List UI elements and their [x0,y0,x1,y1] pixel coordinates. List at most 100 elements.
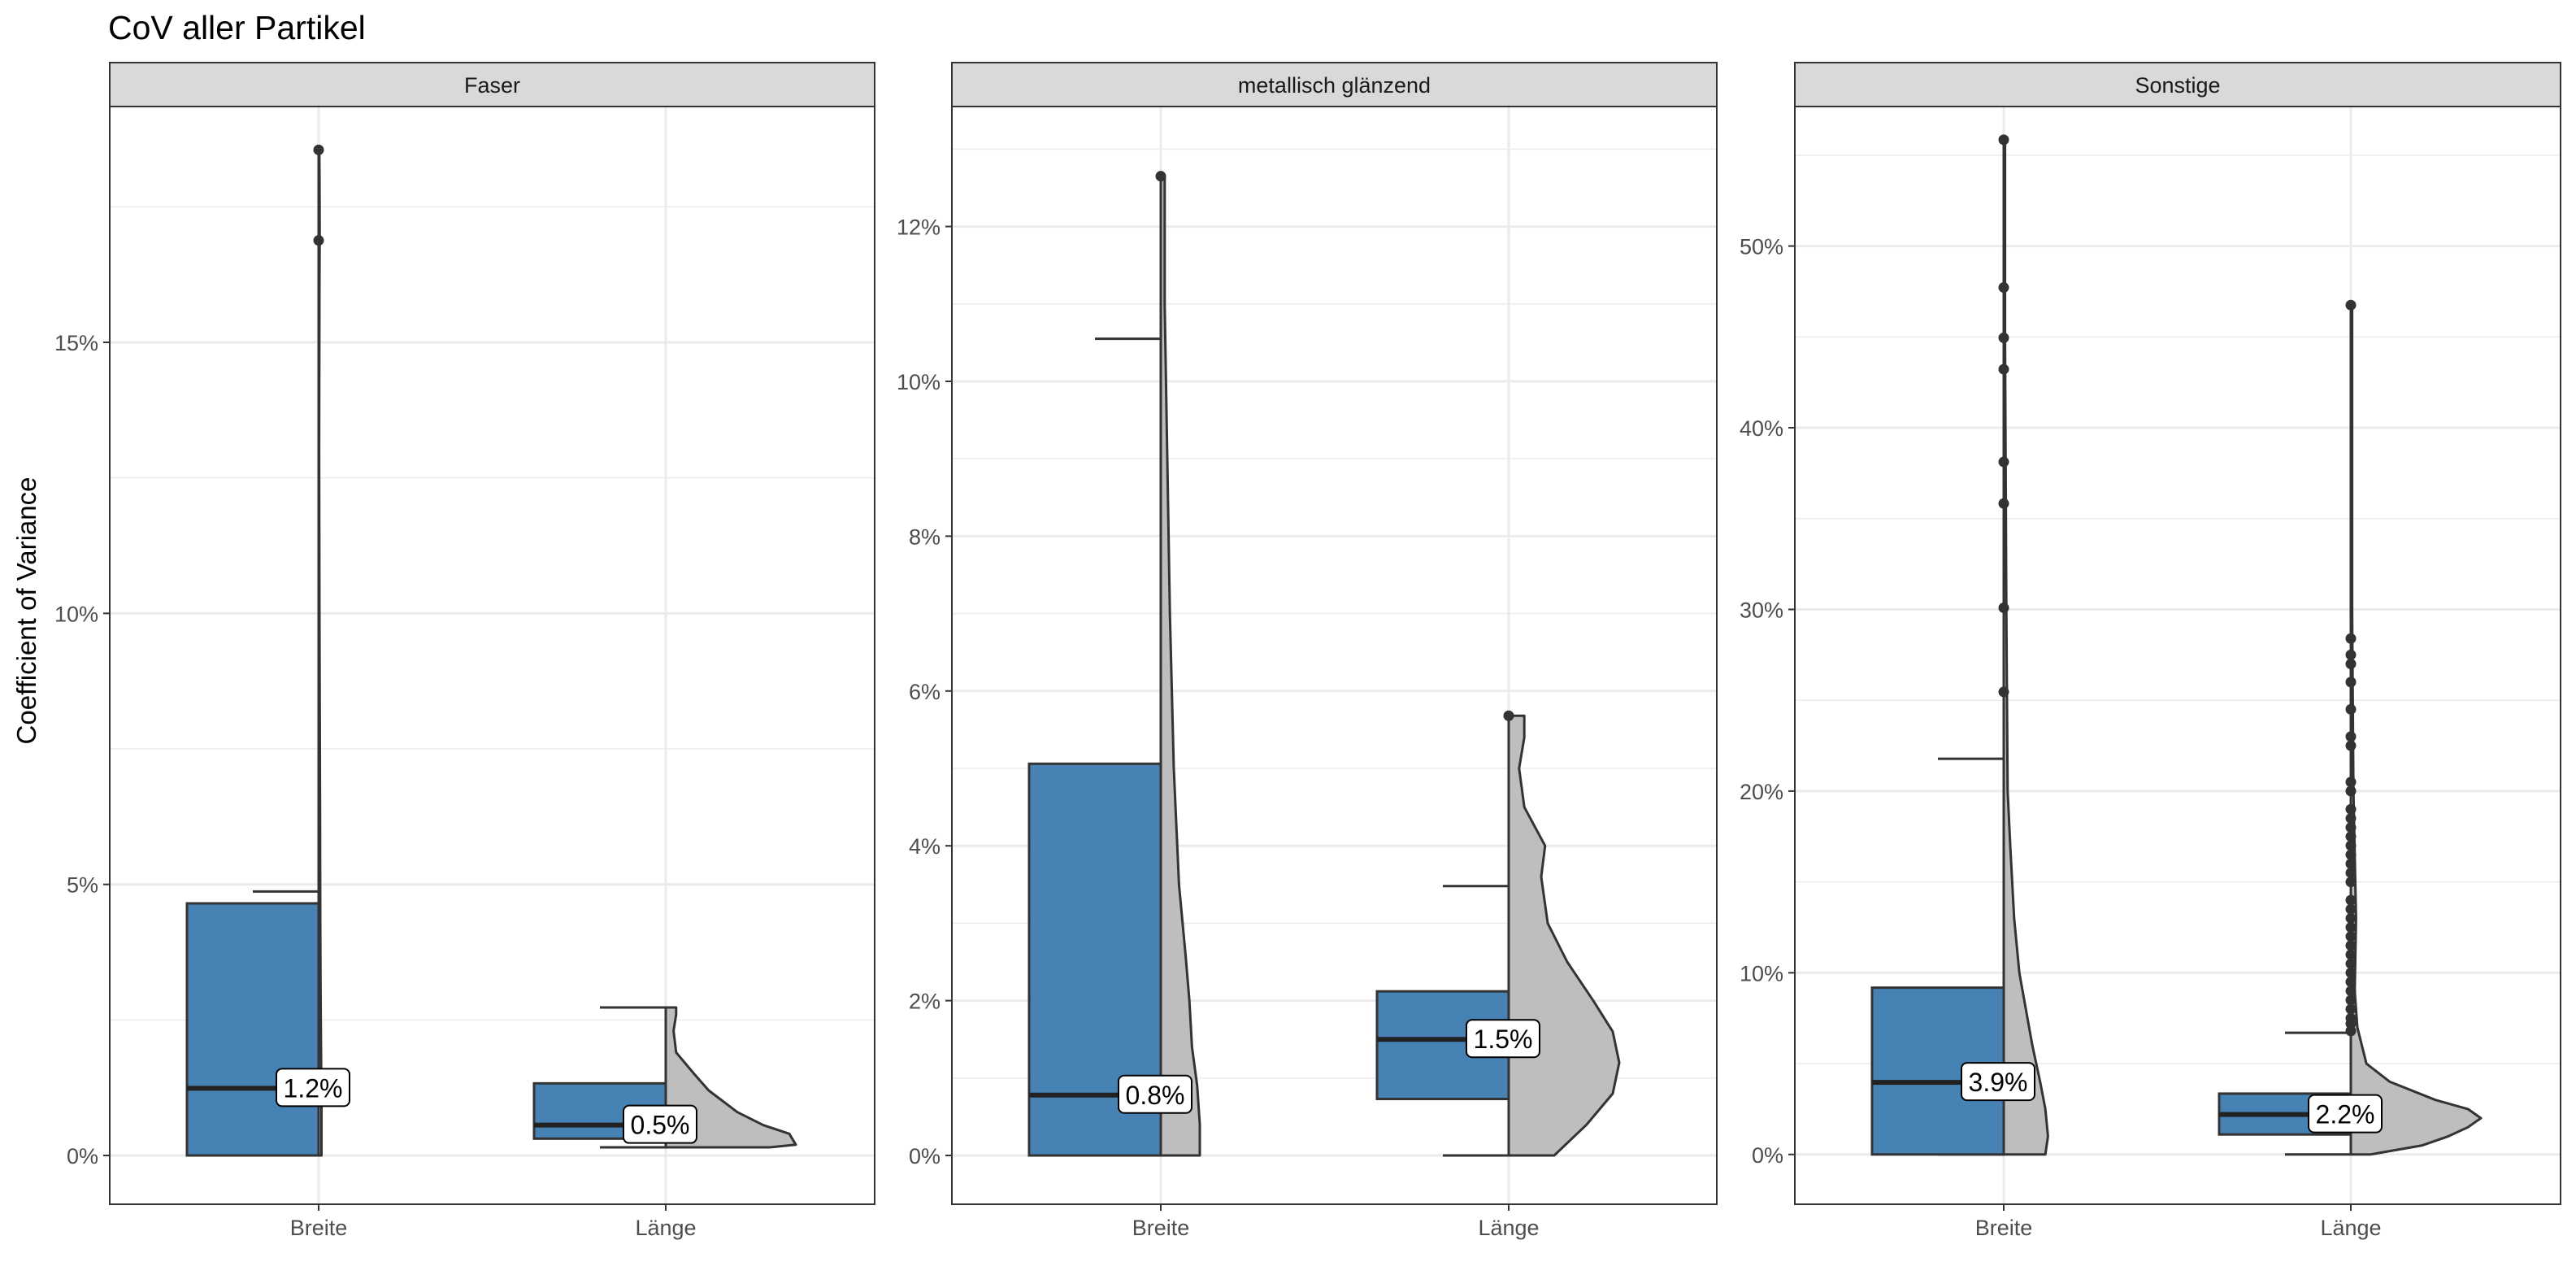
outlier-point [2345,731,2357,742]
y-tick-label: 4% [909,834,940,859]
outlier-point [2345,877,2357,888]
median-label: 3.9% [1969,1068,2028,1097]
outlier-point [2345,903,2357,915]
outlier-point [2345,703,2357,715]
x-tick-label: Breite [1132,1216,1190,1240]
y-tick-label: 40% [1740,416,1783,441]
outlier-point [2345,633,2357,644]
outlier-point [2345,1012,2357,1024]
y-tick-label: 50% [1740,235,1783,259]
outlier-point [1998,134,2009,146]
x-tick-label: Länge [1478,1216,1539,1240]
outlier-point [2345,785,2357,797]
outlier-point [2345,986,2357,997]
outlier-point [2345,849,2357,860]
group-laenge: 0.5% [532,1006,797,1149]
facet-label: Faser [464,73,520,98]
outlier-point [2345,994,2357,1006]
median-label-box [1961,1062,2035,1102]
outlier-point [313,144,324,155]
panel-1: 0% 5% 10% 15% 1.2% Breite 0.5% Länge Faser [54,62,875,1240]
x-tick-label: Länge [2320,1216,2381,1240]
outlier-point [2345,677,2357,688]
group-breite: 1.2% [185,144,350,1157]
y-axis-label: Coefficient of Variance [11,477,41,745]
outlier-point [2345,822,2357,833]
facet-strip [1794,62,2561,107]
x-tick-label: Breite [290,1216,348,1240]
facet-strip [109,62,875,107]
panel-3: 0% 10% 20% 30% 40% 50% 3.9% Breite 2.2% Länge Sons… [1740,62,2561,1240]
y-tick-label: 0% [1752,1143,1783,1168]
outlier-point [2345,649,2357,660]
outlier-point [2345,867,2357,878]
outlier-point [2345,812,2357,824]
group-breite: 0.8% [1027,171,1201,1157]
outlier-point [2345,831,2357,842]
outlier-point [2345,977,2357,988]
median-label: 1.5% [1474,1025,1533,1054]
outlier-point [1998,686,2009,698]
outlier-point [1998,456,2009,468]
median-label-box [2308,1094,2383,1134]
median-label: 0.5% [631,1111,690,1140]
y-tick-label: 10% [1740,961,1783,986]
x-tick-label: Länge [635,1216,696,1240]
group-breite: 3.9% [1870,134,2049,1156]
outlier-point [2345,921,2357,933]
median-label: 1.2% [284,1073,343,1103]
outlier-point [2345,931,2357,942]
group-laenge: 2.2% [2218,299,2483,1156]
box [1027,762,1162,1157]
outlier-point [313,235,324,246]
violin [1159,175,1201,1157]
violin [2002,138,2049,1156]
facet-label: metallisch glänzend [1238,73,1431,98]
y-tick-label: 0% [909,1144,940,1168]
outlier-point [1998,602,2009,613]
outlier-point [1503,710,1514,721]
panels: 0% 5% 10% 15% 1.2% Breite 0.5% Länge Faser 0% 2% 4%… [54,62,2561,1240]
panel-2: 0% 2% 4% 6% 8% 10% 12% 0.8% Breite 1.5% Länge metal… [897,62,1718,1240]
median-label: 2.2% [2316,1100,2375,1129]
y-tick-label: 10% [54,602,98,626]
outlier-point [2345,967,2357,978]
outlier-point [1155,171,1166,182]
violin [2349,303,2483,1156]
chart-title: CoV aller Partikel [108,9,366,46]
outlier-point [1998,332,2009,343]
facet-strip [951,62,1718,107]
outlier-point [1998,363,2009,375]
violin [664,1006,797,1149]
facet-label: Sonstige [2135,73,2220,98]
outlier-point [2345,840,2357,851]
outlier-point [2345,949,2357,960]
outlier-point [1998,498,2009,509]
outlier-point [2345,958,2357,969]
outlier-point [2345,659,2357,670]
group-laenge: 1.5% [1375,710,1621,1157]
outlier-point [2345,1025,2357,1037]
outlier-point [2345,1003,2357,1015]
y-tick-label: 20% [1740,780,1783,804]
y-tick-label: 10% [897,370,940,394]
y-tick-label: 6% [909,680,940,704]
outlier-point [2345,912,2357,924]
y-tick-label: 8% [909,524,940,549]
median-label-box [276,1068,350,1107]
y-tick-label: 5% [67,873,98,898]
box [185,902,320,1157]
median-label-box [1466,1019,1540,1059]
outlier-point [2345,803,2357,815]
outlier-point [1998,282,2009,294]
outlier-point [2345,299,2357,311]
outlier-point [2345,858,2357,869]
y-tick-label: 0% [67,1144,98,1168]
y-tick-label: 15% [54,331,98,355]
outlier-point [2345,894,2357,906]
outlier-point [2345,777,2357,788]
y-tick-label: 12% [897,215,940,240]
median-label: 0.8% [1126,1081,1185,1110]
x-tick-label: Breite [1975,1216,2033,1240]
